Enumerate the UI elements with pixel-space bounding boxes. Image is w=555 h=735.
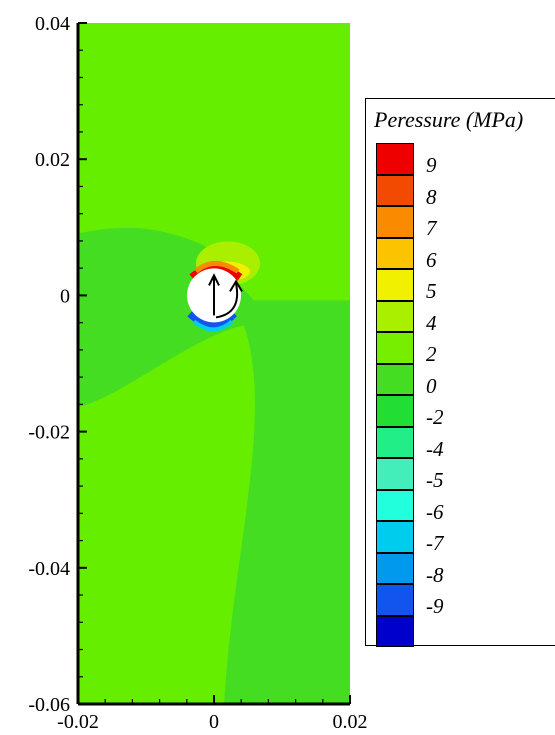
x-tick-label: 0 xyxy=(209,711,219,733)
y-tick-label: 0.04 xyxy=(35,13,70,35)
legend-label: -4 xyxy=(426,436,444,461)
legend-label: -8 xyxy=(426,562,444,587)
legend-swatch xyxy=(376,363,414,395)
field-mid-arc xyxy=(194,260,240,274)
y-tick-label: -0.02 xyxy=(28,422,70,444)
arrow-up-head xyxy=(208,273,220,286)
axes: 0.040.020-0.02-0.04-0.06-0.02 0 0.02 xyxy=(28,13,367,733)
legend-label: 8 xyxy=(426,184,437,209)
wellbore-hole xyxy=(187,268,243,323)
legend-title: Peressure (MPa) xyxy=(374,107,524,132)
legend-swatch xyxy=(376,552,414,584)
legend-swatch xyxy=(376,237,414,269)
legend-swatch xyxy=(376,174,414,206)
legend-swatch xyxy=(376,521,414,553)
legend-swatch xyxy=(376,206,414,238)
x-tick-label: -0.02 xyxy=(57,711,99,733)
field-high-arc xyxy=(189,264,243,281)
x-tick-label: 0.02 xyxy=(333,711,368,733)
legend-label: 0 xyxy=(426,373,437,398)
y-tick-label: -0.04 xyxy=(28,558,70,580)
legend-label: 7 xyxy=(426,216,437,240)
y-tick-label: 0.02 xyxy=(35,149,70,171)
legend-label: 5 xyxy=(426,279,437,303)
legend-label: -9 xyxy=(426,594,444,618)
legend-swatch xyxy=(376,584,414,616)
legend-label: -5 xyxy=(426,468,444,492)
legend-swatch xyxy=(376,615,414,647)
legend-label: -7 xyxy=(426,531,444,555)
legend-label: 6 xyxy=(426,247,437,272)
legend-swatch xyxy=(376,426,414,458)
legend-swatch xyxy=(376,269,414,301)
legend-swatch xyxy=(376,143,414,175)
arrow-curve-line xyxy=(215,283,238,319)
legend: Peressure (MPa) 9 8 7 6 5 4 2 0 -2 -4 -5 -6 -7 -8 -9 xyxy=(365,98,555,647)
arrow-curve-head xyxy=(229,279,243,292)
y-tick-label: 0 xyxy=(60,285,70,307)
legend-label: -2 xyxy=(426,405,444,429)
field-lower-region xyxy=(78,227,350,704)
legend-swatch xyxy=(376,458,414,490)
pressure-field xyxy=(78,23,350,704)
legend-label: 9 xyxy=(426,153,437,177)
legend-swatch xyxy=(376,395,414,427)
legend-swatch xyxy=(376,489,414,521)
field-low-arc-2 xyxy=(192,319,234,332)
legend-label: 4 xyxy=(426,310,437,335)
legend-label: -6 xyxy=(426,499,444,524)
legend-label: 2 xyxy=(426,342,437,366)
y-tick-label: -0.06 xyxy=(28,694,70,716)
legend-swatch xyxy=(376,300,414,332)
legend-swatch xyxy=(376,332,414,364)
